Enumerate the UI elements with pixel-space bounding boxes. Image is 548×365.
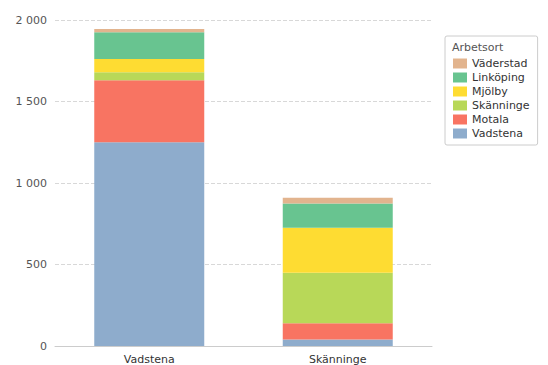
svg-text:Vadstena: Vadstena (472, 127, 523, 140)
svg-text:Väderstad: Väderstad (472, 57, 527, 70)
svg-text:Skänninge: Skänninge (309, 353, 367, 365)
svg-text:500: 500 (26, 258, 47, 271)
svg-text:2 000: 2 000 (16, 14, 48, 27)
svg-text:Skänninge: Skänninge (472, 99, 530, 112)
svg-text:1 000: 1 000 (16, 177, 48, 190)
svg-text:1 500: 1 500 (16, 95, 48, 108)
svg-text:Mjölby: Mjölby (472, 85, 508, 98)
svg-text:Linköping: Linköping (472, 71, 525, 84)
svg-text:0: 0 (40, 340, 47, 353)
svg-text:Vadstena: Vadstena (124, 353, 175, 365)
svg-text:Motala: Motala (472, 113, 509, 126)
